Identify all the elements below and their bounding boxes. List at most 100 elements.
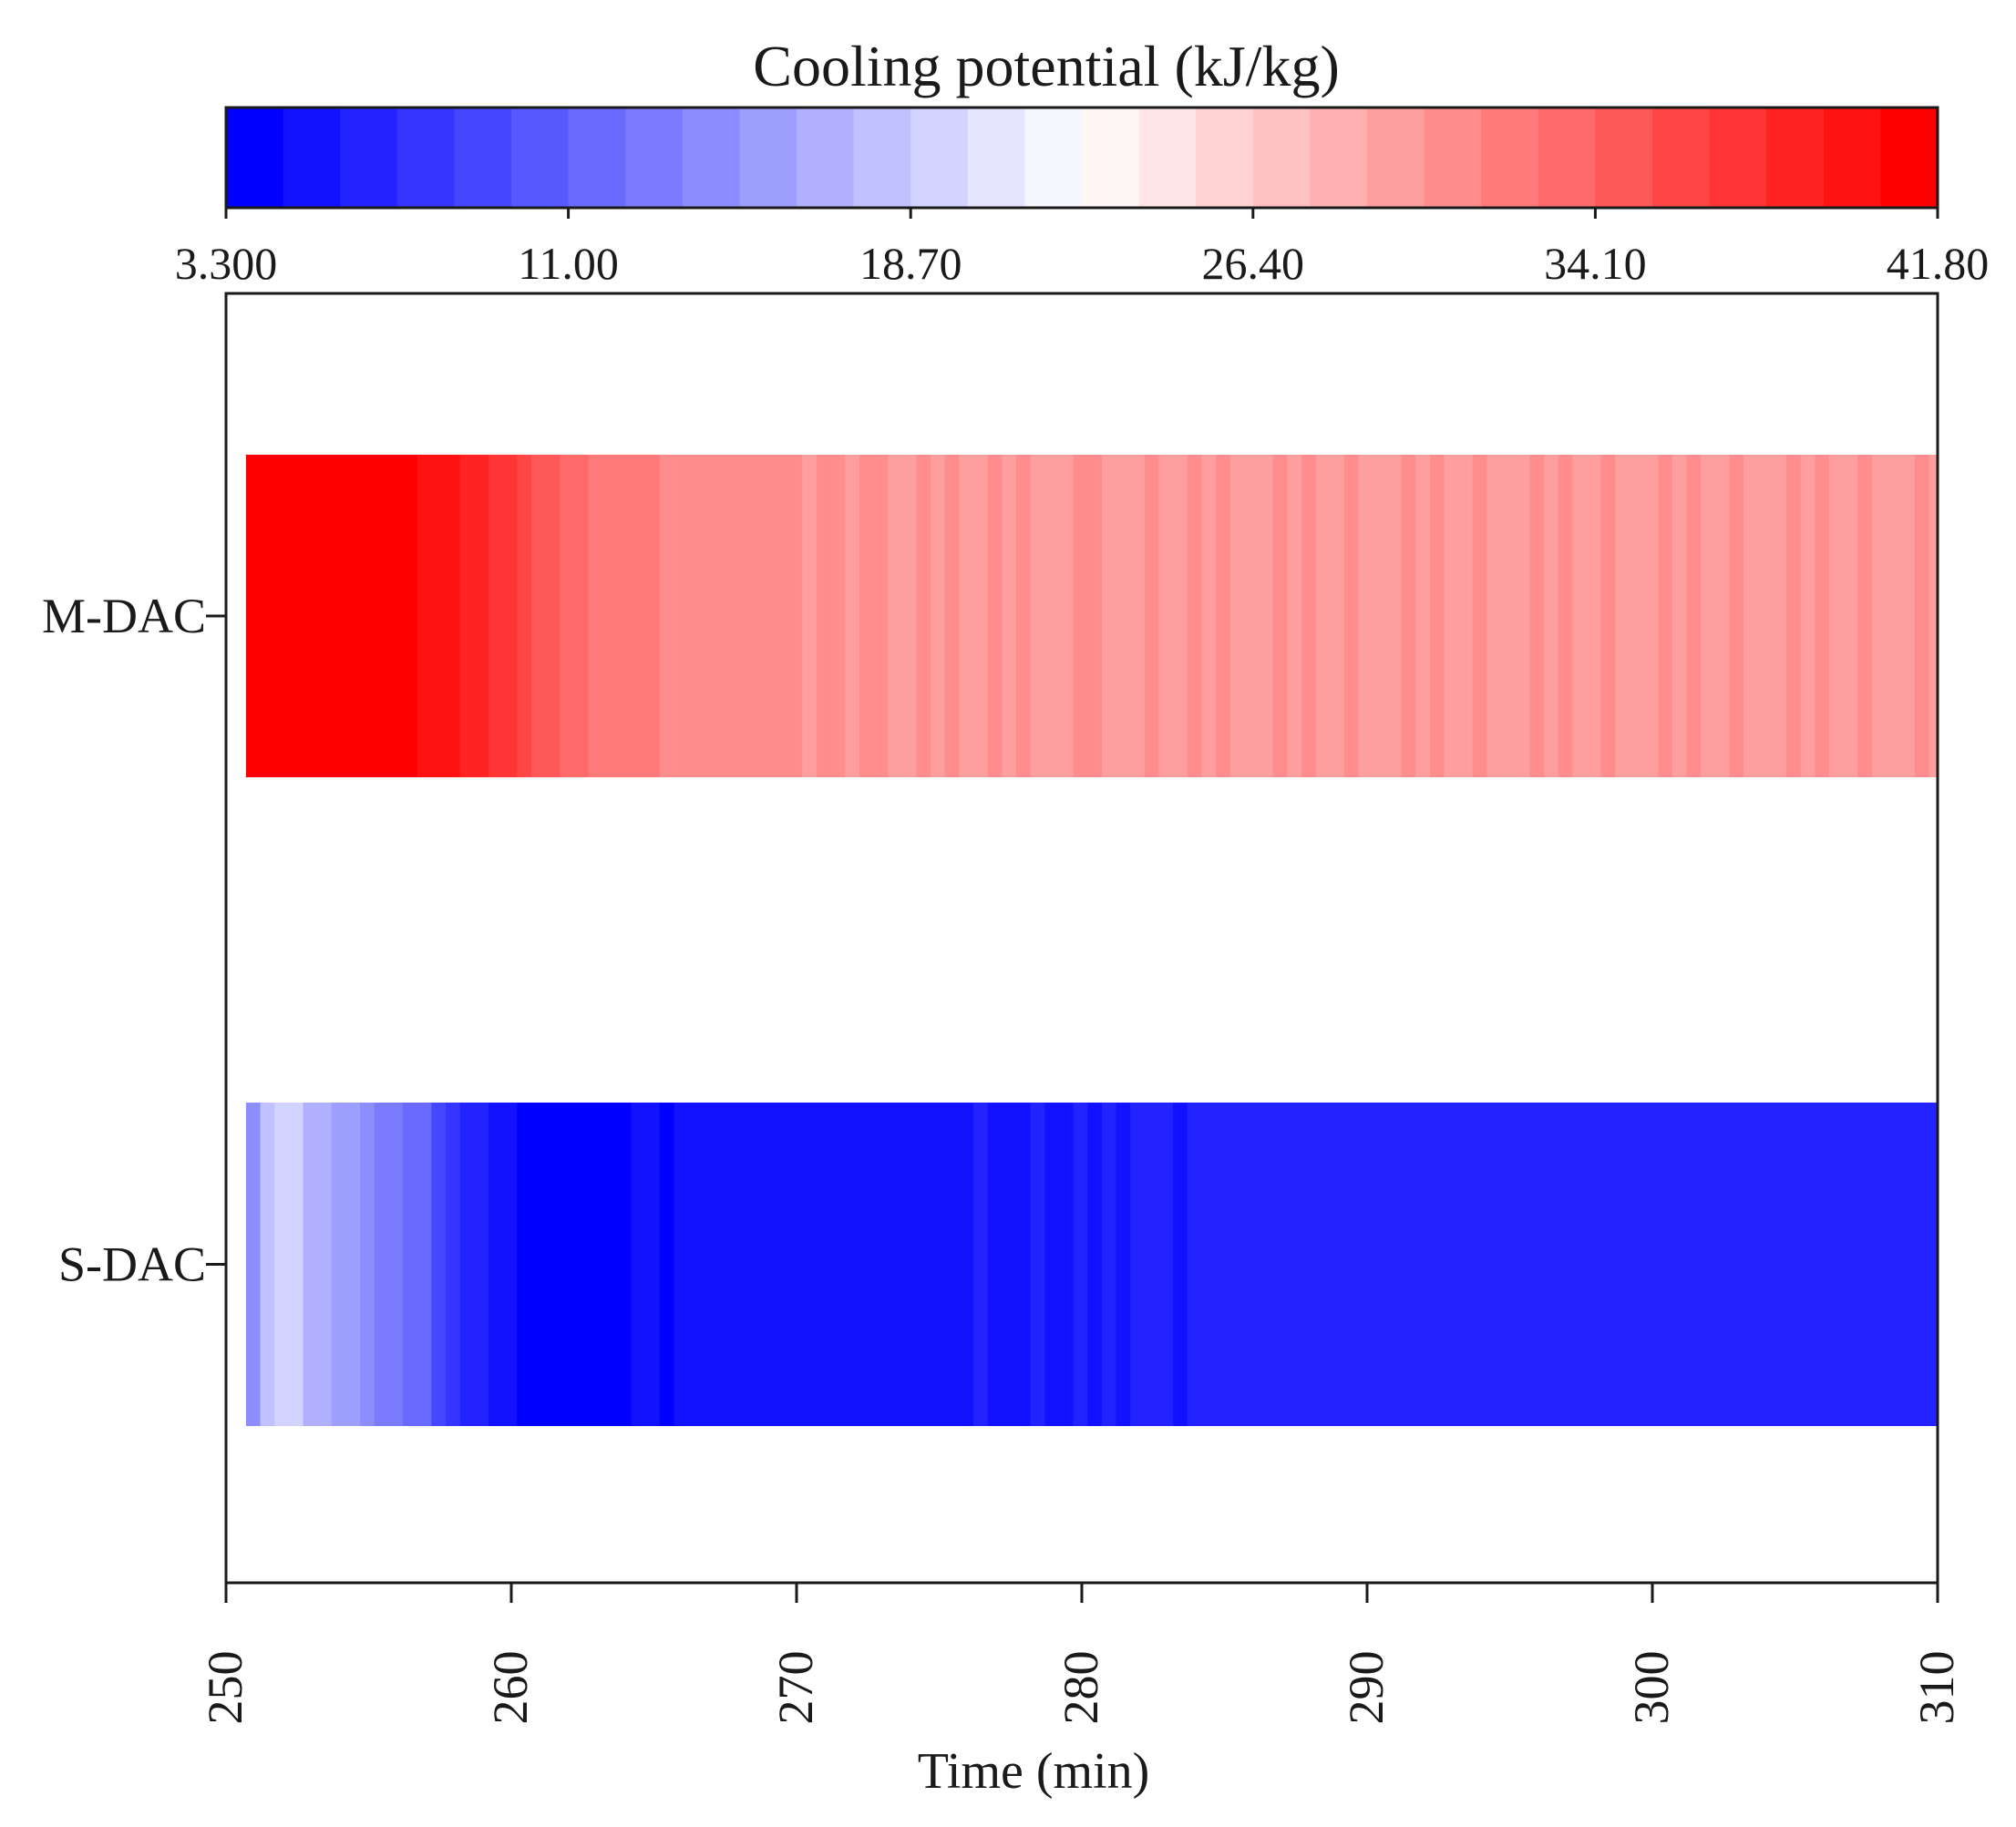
heatmap-cell <box>1686 455 1702 777</box>
y-axis-tick-label: S-DAC <box>58 1237 206 1292</box>
heatmap-cell <box>1343 1103 1360 1426</box>
heatmap-cell <box>1872 1103 1887 1426</box>
heatmap-cell <box>502 1103 518 1426</box>
heatmap-cell <box>474 1103 489 1426</box>
heatmap-cell <box>1002 455 1017 777</box>
heatmap-cell <box>1315 1103 1331 1426</box>
heatmap-cell <box>288 455 304 777</box>
colorbar-segment <box>1082 108 1140 208</box>
heatmap-cell <box>702 455 717 777</box>
heatmap-cell <box>274 1103 290 1426</box>
heatmap-cell <box>873 455 889 777</box>
colorbar-segment <box>739 108 797 208</box>
heatmap-cell <box>602 455 618 777</box>
heatmap-cell <box>645 1103 661 1426</box>
heatmap-cell <box>1272 1103 1288 1426</box>
heatmap-cell <box>959 1103 974 1426</box>
heatmap-cell <box>1429 455 1445 777</box>
heatmap-cell <box>1444 1103 1459 1426</box>
heatmap-cell <box>1144 1103 1160 1426</box>
heatmap-cell <box>616 1103 633 1426</box>
colorbar-segment <box>1766 108 1825 208</box>
heatmap-cell <box>1343 455 1360 777</box>
heatmap-cell <box>1116 1103 1131 1426</box>
colorbar-tick-label: 41.80 <box>1887 238 1990 289</box>
heatmap-cell <box>1358 455 1373 777</box>
colorbar-segment <box>1652 108 1711 208</box>
heatmap-rows <box>245 455 1939 1426</box>
heatmap-cell <box>1658 455 1673 777</box>
heatmap-cell <box>1600 1103 1616 1426</box>
colorbar-segment <box>1595 108 1653 208</box>
x-axis-tick-label: 310 <box>1909 1651 1964 1725</box>
heatmap-cell <box>560 455 575 777</box>
colorbar-segment <box>1880 108 1939 208</box>
colorbar-segment <box>511 108 570 208</box>
heatmap-cell <box>573 1103 590 1426</box>
heatmap-cell <box>1544 455 1559 777</box>
heatmap-cell <box>716 1103 732 1426</box>
colorbar-segment <box>1252 108 1311 208</box>
y-axis: M-DAC S-DAC <box>42 589 226 1292</box>
heatmap-cell <box>1757 455 1774 777</box>
x-axis-tick-label: 300 <box>1624 1651 1679 1725</box>
heatmap-cell <box>1843 1103 1858 1426</box>
heatmap-cell <box>659 1103 675 1426</box>
heatmap-cell <box>1386 1103 1403 1426</box>
heatmap-cell <box>987 455 1003 777</box>
colorbar-segment <box>910 108 969 208</box>
heatmap-cell <box>1643 455 1659 777</box>
colorbar-segment <box>454 108 512 208</box>
heatmap-cell <box>1058 1103 1075 1426</box>
heatmap-cell <box>816 1103 832 1426</box>
heatmap-cell <box>1130 455 1146 777</box>
heatmap-cell <box>944 455 961 777</box>
colorbar-segment <box>1424 108 1482 208</box>
heatmap-cell <box>1714 1103 1731 1426</box>
heatmap-cell <box>702 1103 717 1426</box>
heatmap-cell <box>446 1103 461 1426</box>
heatmap-cell <box>588 455 603 777</box>
heatmap-cell <box>1900 1103 1916 1426</box>
heatmap-cell <box>488 455 504 777</box>
heatmap-cell <box>1900 455 1916 777</box>
heatmap-cell <box>1886 1103 1901 1426</box>
heatmap-cell <box>1701 455 1716 777</box>
heatmap-cell <box>1358 1103 1373 1426</box>
heatmap-cell <box>417 1103 432 1426</box>
heatmap-cell <box>303 455 318 777</box>
heatmap-cell <box>1701 1103 1716 1426</box>
heatmap-cell <box>873 1103 889 1426</box>
heatmap-cell <box>1772 455 1787 777</box>
heatmap-cell <box>1058 455 1075 777</box>
heatmap-cell <box>1743 455 1759 777</box>
heatmap-cell <box>1587 455 1602 777</box>
heatmap-cell <box>1116 455 1131 777</box>
heatmap-cell <box>1158 455 1174 777</box>
colorbar-segment <box>1138 108 1197 208</box>
heatmap-cell <box>459 455 475 777</box>
heatmap-cell <box>1472 455 1488 777</box>
heatmap-cell <box>745 1103 760 1426</box>
heatmap-cell <box>973 1103 989 1426</box>
heatmap-cell <box>1529 1103 1545 1426</box>
heatmap-cell <box>1401 1103 1416 1426</box>
heatmap-cell <box>1458 1103 1474 1426</box>
heatmap-cell <box>1643 1103 1659 1426</box>
heatmap-cell <box>530 1103 547 1426</box>
heatmap-cell <box>1444 455 1459 777</box>
heatmap-cell <box>374 1103 390 1426</box>
heatmap-cell <box>931 1103 946 1426</box>
heatmap-cell <box>331 1103 347 1426</box>
heatmap-cell <box>1829 455 1845 777</box>
heatmap-cell <box>1558 455 1573 777</box>
heatmap-cell <box>474 455 489 777</box>
heatmap-cell <box>1501 455 1517 777</box>
heatmap-cell <box>1216 455 1231 777</box>
heatmap-cell <box>573 455 590 777</box>
colorbar-segment <box>967 108 1026 208</box>
heatmap-cell <box>530 455 547 777</box>
heatmap-cell <box>1101 1103 1117 1426</box>
heatmap-cell <box>616 455 633 777</box>
heatmap-cell <box>1201 1103 1217 1426</box>
